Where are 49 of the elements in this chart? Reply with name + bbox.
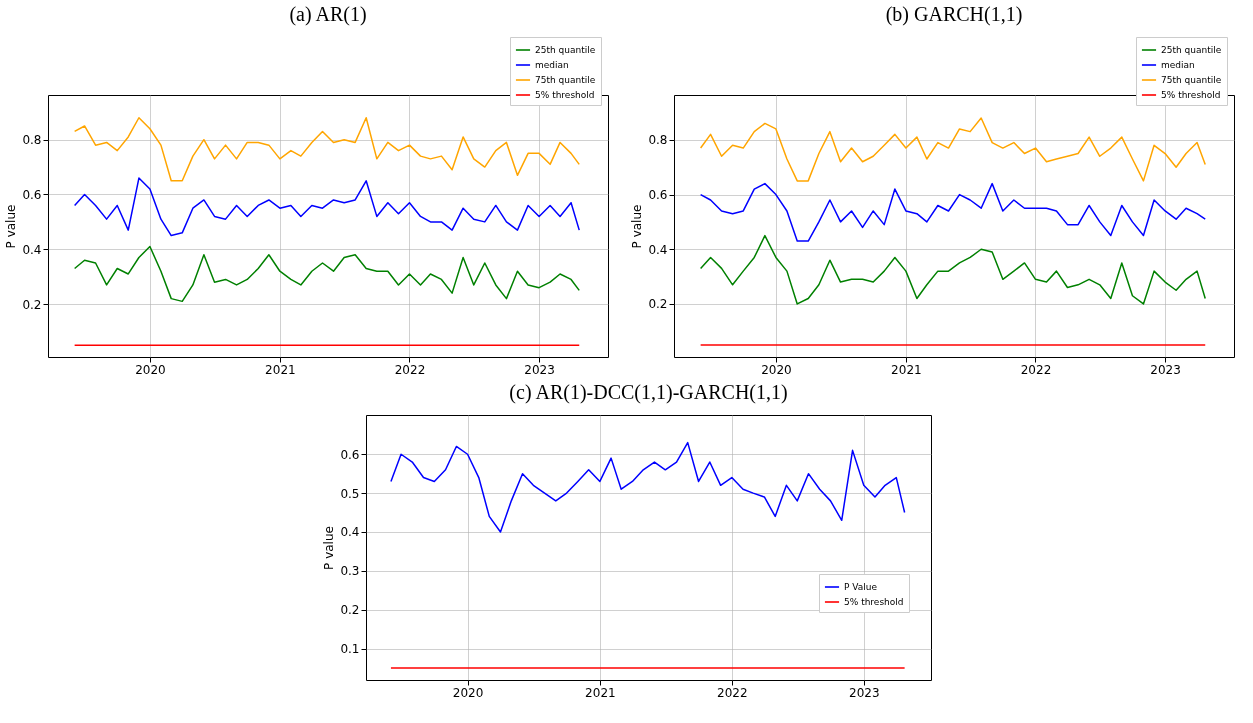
y-axis-title: P value: [322, 526, 337, 570]
y-tick-label: 0.2: [22, 297, 42, 312]
x-tick-label: 2020: [761, 362, 792, 377]
y-tick-label: 0.3: [340, 564, 360, 579]
x-tick-label: 2022: [394, 362, 426, 377]
y-tick-label: 0.4: [340, 525, 360, 540]
x-tick-label: 2020: [135, 362, 166, 377]
y-tick-label: 0.4: [22, 242, 42, 257]
chart-title: (b) GARCH(1,1): [885, 2, 1023, 26]
line-series: [699, 234, 1206, 305]
x-tick-label: 2022: [717, 685, 748, 700]
legend-label: P Value: [844, 582, 878, 592]
y-axis-title: P value: [630, 204, 645, 249]
x-tick-label: 2023: [848, 685, 880, 700]
y-tick-label: 0.5: [340, 486, 360, 501]
line-series: [73, 117, 580, 182]
legend-label: 25th quantile: [535, 45, 596, 55]
y-axis-title: P value: [4, 204, 19, 249]
x-tick-label: 2020: [452, 685, 484, 700]
line-series: [73, 245, 580, 303]
x-tick-label: 2023: [524, 362, 555, 377]
x-tick-label: 2023: [1150, 362, 1181, 377]
y-tick-label: 0.6: [340, 447, 360, 462]
legend-label: 5% threshold: [844, 597, 904, 607]
legend-label: 5% threshold: [535, 90, 595, 100]
x-tick-label: 2021: [265, 362, 296, 377]
legend-label: 75th quantile: [1161, 75, 1222, 85]
y-tick-label: 0.2: [648, 297, 668, 312]
y-tick-label: 0.4: [648, 242, 668, 257]
y-tick-label: 0.2: [340, 603, 360, 618]
legend-label: 25th quantile: [1161, 45, 1222, 55]
legend-label: median: [535, 60, 569, 70]
line-series: [699, 182, 1206, 242]
legend-label: median: [1161, 60, 1195, 70]
y-tick-label: 0.6: [648, 188, 668, 203]
line-series: [699, 117, 1206, 182]
chart-title: (c) AR(1)-DCC(1,1)-GARCH(1,1): [509, 381, 788, 404]
y-tick-label: 0.8: [648, 133, 668, 148]
line-series: [73, 177, 580, 237]
chart-title: (a) AR(1): [289, 2, 367, 26]
y-tick-label: 0.6: [22, 187, 42, 202]
x-tick-label: 2021: [585, 685, 616, 700]
y-tick-label: 0.1: [340, 642, 360, 657]
x-tick-label: 2021: [891, 362, 922, 377]
line-series: [390, 441, 906, 533]
y-tick-label: 0.8: [22, 133, 42, 148]
legend-label: 75th quantile: [535, 75, 596, 85]
x-tick-label: 2022: [1020, 362, 1052, 377]
legend-label: 5% threshold: [1161, 90, 1221, 100]
